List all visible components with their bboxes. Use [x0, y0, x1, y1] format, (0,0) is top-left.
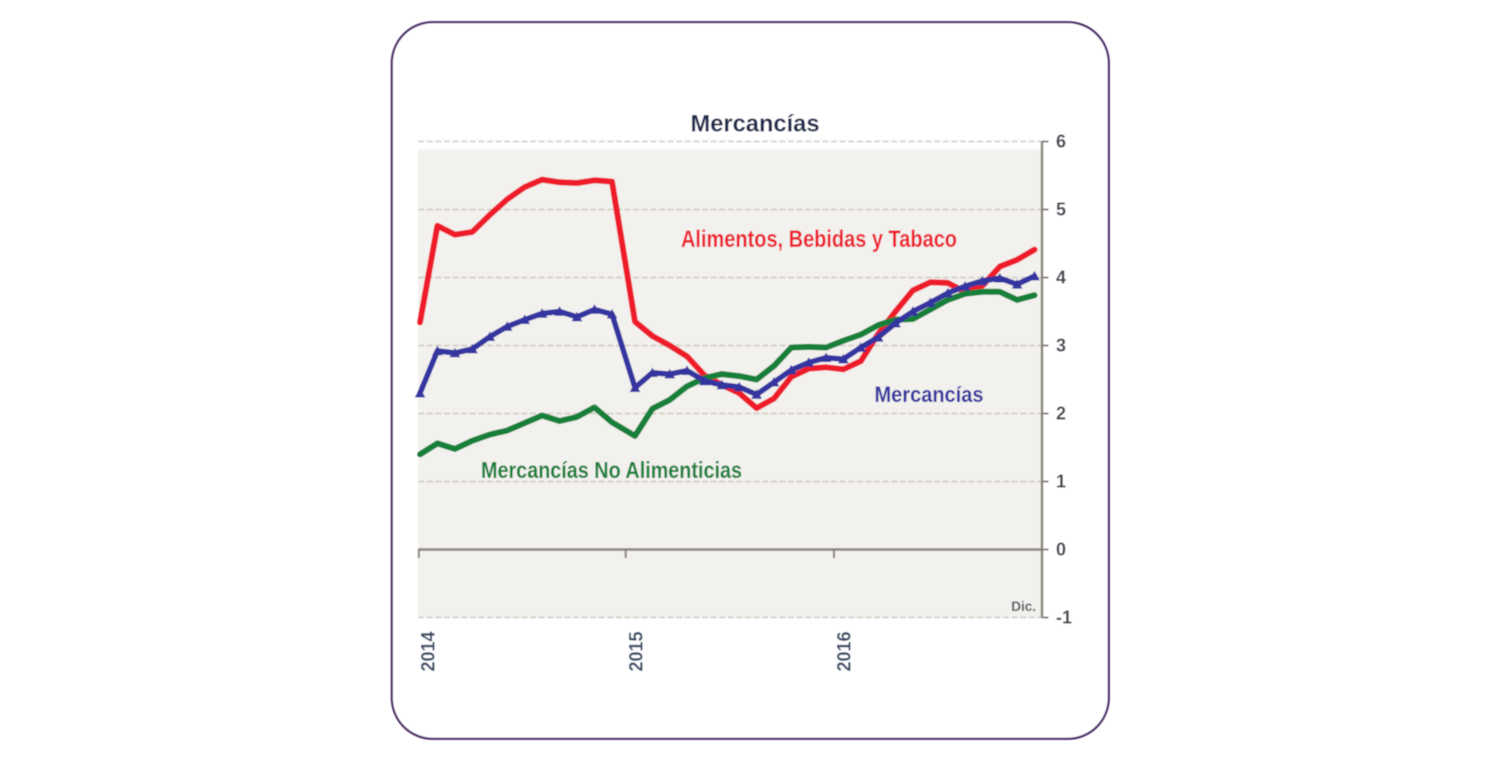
- svg-text:2014: 2014: [419, 631, 440, 671]
- svg-text:Mercancías: Mercancías: [875, 382, 984, 407]
- svg-text:5: 5: [1056, 200, 1066, 220]
- svg-text:6: 6: [1056, 132, 1066, 152]
- svg-text:-1: -1: [1056, 608, 1072, 628]
- svg-text:1: 1: [1056, 472, 1066, 492]
- svg-text:4: 4: [1056, 268, 1066, 288]
- svg-text:2015: 2015: [627, 631, 648, 671]
- svg-text:3: 3: [1056, 336, 1066, 356]
- svg-text:Alimentos, Bebidas y Tabaco: Alimentos, Bebidas y Tabaco: [681, 226, 957, 253]
- svg-text:2016: 2016: [835, 632, 856, 672]
- svg-text:Dic.: Dic.: [1011, 599, 1036, 614]
- svg-text:0: 0: [1056, 540, 1066, 560]
- svg-text:2: 2: [1056, 404, 1066, 424]
- svg-text:Mercancías No Alimenticias: Mercancías No Alimenticias: [481, 457, 742, 483]
- svg-text:Mercancías: Mercancías: [691, 111, 820, 138]
